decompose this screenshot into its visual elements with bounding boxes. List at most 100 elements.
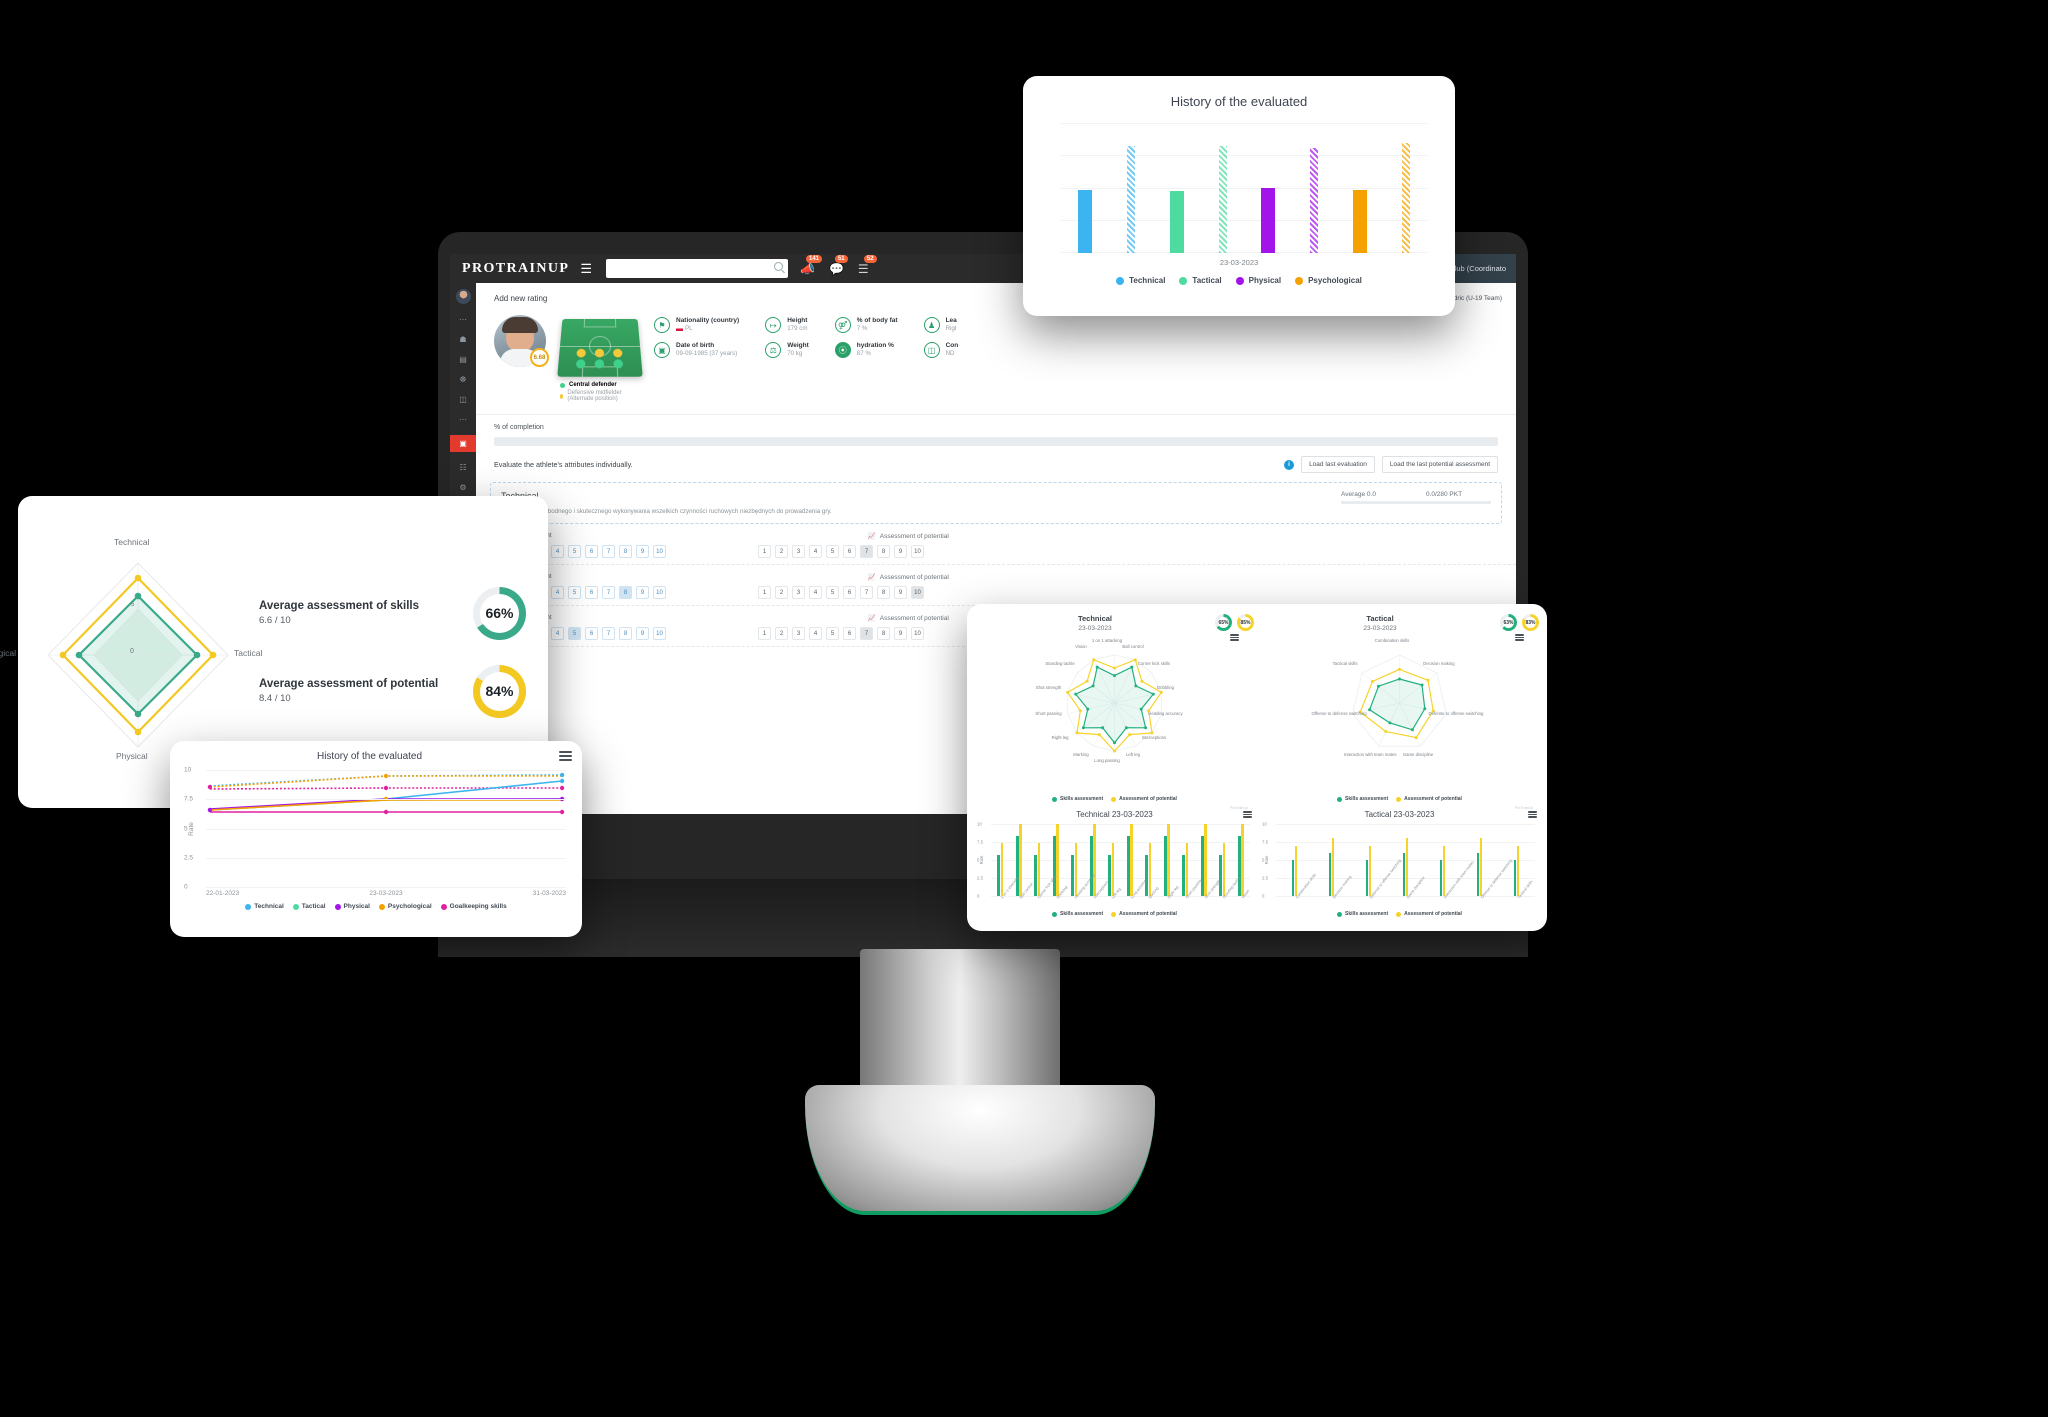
skills-value-8[interactable]: 8 xyxy=(619,627,632,640)
skills-value-7[interactable]: 7 xyxy=(602,627,615,640)
potential-value-10[interactable]: 10 xyxy=(911,627,924,640)
potential-value-2[interactable]: 2 xyxy=(775,627,788,640)
info-icon[interactable]: i xyxy=(1284,459,1295,470)
skills-value-10[interactable]: 10 xyxy=(653,545,666,558)
app-logo[interactable]: PROTRAINUP xyxy=(462,260,570,276)
potential-value-4[interactable]: 4 xyxy=(809,545,822,558)
potential-value-1[interactable]: 1 xyxy=(758,627,771,640)
panel-legend-item[interactable]: Assessment of potential xyxy=(1396,796,1462,802)
skills-value-9[interactable]: 9 xyxy=(636,545,649,558)
potential-value-1[interactable]: 1 xyxy=(758,586,771,599)
skills-value-4[interactable]: 4 xyxy=(551,627,564,640)
hamburger-icon[interactable] xyxy=(1528,811,1537,818)
menu-toggle-icon[interactable]: ☰ xyxy=(580,260,592,276)
line-legend-item[interactable]: Tactical xyxy=(292,903,326,910)
bar-solid-tactical xyxy=(1169,191,1184,253)
club-name[interactable]: ProTrainUp Club (Coordinato xyxy=(1409,264,1506,273)
potential-value-3[interactable]: 3 xyxy=(792,627,805,640)
potential-value-5[interactable]: 5 xyxy=(826,545,839,558)
potential-value-2[interactable]: 2 xyxy=(775,545,788,558)
potential-value-10[interactable]: 10 xyxy=(911,586,924,599)
skills-value-9[interactable]: 9 xyxy=(636,586,649,599)
potential-value-8[interactable]: 8 xyxy=(877,586,890,599)
sidebar-item-team[interactable]: ☸ xyxy=(459,375,467,384)
load-last-evaluation-button[interactable]: Load last evaluation xyxy=(1301,456,1375,473)
skills-value-10[interactable]: 10 xyxy=(653,627,666,640)
bars-legend-item[interactable]: Technical xyxy=(1116,276,1165,285)
skills-value-5[interactable]: 5 xyxy=(568,627,581,640)
potential-value-5[interactable]: 5 xyxy=(826,627,839,640)
sidebar-item-ratings[interactable]: ▣ xyxy=(450,435,476,452)
panel-legend: Skills assessment Assessment of potential xyxy=(1260,796,1539,802)
panel-legend-item[interactable]: Skills assessment xyxy=(1052,796,1103,802)
stat-value: 179 cm xyxy=(787,325,808,332)
potential-value-5[interactable]: 5 xyxy=(826,586,839,599)
sidebar-item-stats[interactable]: ◫ xyxy=(459,395,467,404)
skills-value-7[interactable]: 7 xyxy=(602,545,615,558)
skills-value-6[interactable]: 6 xyxy=(585,545,598,558)
potential-value-3[interactable]: 3 xyxy=(792,586,805,599)
evaluate-actions: i Load last evaluation Load the last pot… xyxy=(1284,456,1498,473)
sidebar-item-calendar[interactable]: ▤ xyxy=(459,355,467,364)
sidebar-item-dashboard[interactable]: ⋯ xyxy=(459,315,467,324)
potential-value-1[interactable]: 1 xyxy=(758,545,771,558)
potential-value-9[interactable]: 9 xyxy=(894,545,907,558)
search-input[interactable] xyxy=(606,259,788,278)
potential-value-7[interactable]: 7 xyxy=(860,627,873,640)
sidebar-item-home[interactable]: ☗ xyxy=(459,335,467,344)
potential-value-6[interactable]: 6 xyxy=(843,627,856,640)
panel-legend-item[interactable]: Skills assessment xyxy=(1052,911,1103,917)
player-select[interactable]: Luka Modric (U-19 Team) xyxy=(1428,294,1502,302)
line-legend-item[interactable]: Psychological xyxy=(378,903,432,910)
potential-value-4[interactable]: 4 xyxy=(809,586,822,599)
line-legend-item[interactable]: Technical xyxy=(245,903,284,910)
skills-value-4[interactable]: 4 xyxy=(551,545,564,558)
skills-value-6[interactable]: 6 xyxy=(585,586,598,599)
potential-value-3[interactable]: 3 xyxy=(792,545,805,558)
list-icon[interactable]: ☰ 52 xyxy=(858,254,877,276)
bar-pair xyxy=(1034,843,1041,896)
bars-legend-item[interactable]: Physical xyxy=(1235,276,1281,285)
panel-legend-item[interactable]: Assessment of potential xyxy=(1111,796,1177,802)
load-last-potential-button[interactable]: Load the last potential assessment xyxy=(1381,456,1498,473)
potential-value-7[interactable]: 7 xyxy=(860,545,873,558)
bars-legend-item[interactable]: Psychological xyxy=(1295,276,1362,285)
potential-value-9[interactable]: 9 xyxy=(894,627,907,640)
potential-value-8[interactable]: 8 xyxy=(877,627,890,640)
panel-legend-item[interactable]: Assessment of potential xyxy=(1111,911,1177,917)
sidebar-item-reports[interactable]: ⋯ xyxy=(459,415,467,424)
skills-value-8[interactable]: 8 xyxy=(619,545,632,558)
potential-value-2[interactable]: 2 xyxy=(775,586,788,599)
skills-value-10[interactable]: 10 xyxy=(653,586,666,599)
potential-value-10[interactable]: 10 xyxy=(911,545,924,558)
skills-value-9[interactable]: 9 xyxy=(636,627,649,640)
skills-value-5[interactable]: 5 xyxy=(568,586,581,599)
megaphone-icon[interactable]: 📣 141 xyxy=(800,254,823,276)
panel-legend-item[interactable]: Skills assessment xyxy=(1337,911,1388,917)
potential-value-6[interactable]: 6 xyxy=(843,586,856,599)
skills-value-6[interactable]: 6 xyxy=(585,627,598,640)
skills-value-5[interactable]: 5 xyxy=(568,545,581,558)
sidebar-item-more[interactable]: ☷ xyxy=(459,463,467,472)
sidebar-item-settings[interactable]: ⚙ xyxy=(459,483,467,492)
potential-value-9[interactable]: 9 xyxy=(894,586,907,599)
potential-value-8[interactable]: 8 xyxy=(877,545,890,558)
panel-legend-item[interactable]: Skills assessment xyxy=(1337,796,1388,802)
skills-value-8[interactable]: 8 xyxy=(619,586,632,599)
bars-legend-item[interactable]: Tactical xyxy=(1179,276,1222,285)
bar-pair xyxy=(1200,824,1207,896)
hamburger-icon[interactable] xyxy=(559,751,572,761)
chat-icon[interactable]: 💬 51 xyxy=(829,254,848,276)
potential-value-6[interactable]: 6 xyxy=(843,545,856,558)
line-legend-item[interactable]: Physical xyxy=(334,903,370,910)
skills-value-7[interactable]: 7 xyxy=(602,586,615,599)
line-legend-item[interactable]: Goalkeeping skills xyxy=(440,903,507,910)
potential-value-4[interactable]: 4 xyxy=(809,627,822,640)
hamburger-icon[interactable] xyxy=(1515,634,1524,641)
hamburger-icon[interactable] xyxy=(1230,634,1239,641)
panel-legend-item[interactable]: Assessment of potential xyxy=(1396,911,1462,917)
hamburger-icon[interactable] xyxy=(1243,811,1252,818)
skills-value-4[interactable]: 4 xyxy=(551,586,564,599)
avatar[interactable] xyxy=(455,289,471,304)
potential-value-7[interactable]: 7 xyxy=(860,586,873,599)
